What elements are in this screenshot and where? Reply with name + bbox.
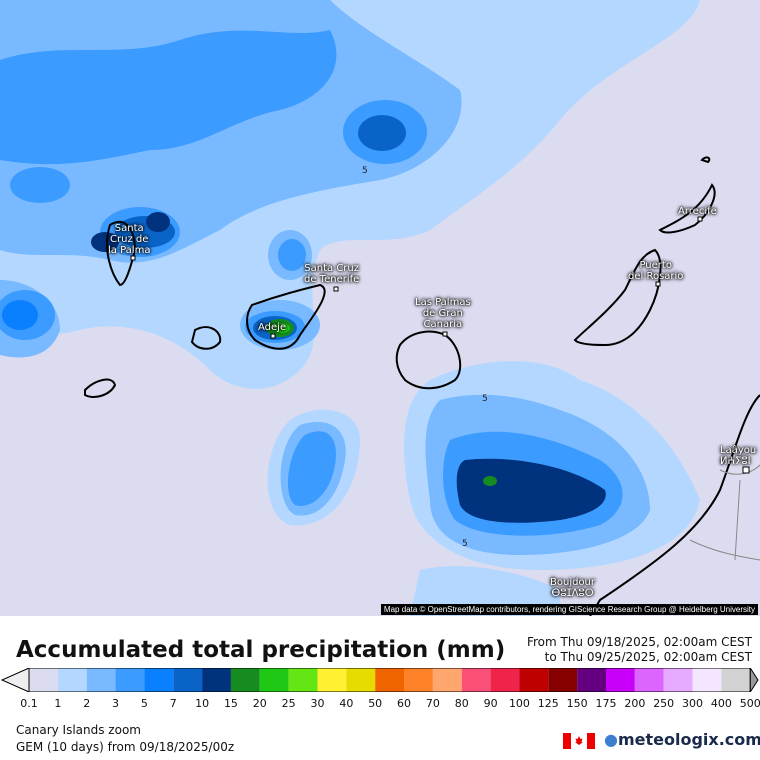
legend-tick-label: 50 [368, 697, 383, 710]
precip-area-10mm [146, 212, 170, 232]
precip-area-15mm [483, 476, 497, 486]
city-label-laayoune: Laâyou ⵍⵄⵢⵓⵏ [720, 445, 757, 467]
precip-area-1mm [410, 566, 560, 616]
legend-swatch [115, 668, 145, 692]
legend-swatch [317, 668, 347, 692]
legend-tick-label: 100 [508, 697, 530, 710]
color-legend [0, 668, 759, 692]
precip-area-3mm [0, 30, 337, 165]
legend-tick-label: 500 [739, 697, 760, 710]
tenerife-coast [246, 283, 326, 350]
contour-label: 5 [362, 166, 368, 176]
legend-tick-label: 400 [710, 697, 732, 710]
legend-swatch [57, 668, 87, 692]
precip-area-20mm [274, 323, 290, 333]
legend-swatch [461, 668, 491, 692]
legend-tick-label: 5 [140, 697, 148, 710]
legend-swatch [606, 668, 635, 692]
precip-area-3mm [287, 431, 336, 506]
chart-title: Accumulated total precipitation (mm) [16, 637, 506, 663]
gran-canaria-coast [395, 330, 462, 390]
africa-coast [589, 394, 760, 616]
city-label-adeje: Adeje [258, 322, 287, 333]
legend-swatch [548, 668, 578, 692]
city-label-boujdour: Boujdour ⴱⵓⵊⴷⵓⵔ [550, 577, 596, 599]
legend-tick-label: 0.1 [20, 697, 38, 710]
legend-swatch [346, 668, 376, 692]
legend-swatch [288, 668, 318, 692]
legend-swatch [490, 668, 520, 692]
legend-swatch [202, 668, 231, 692]
legend-tick-label: 60 [397, 697, 412, 710]
legend-tick-label: 80 [454, 697, 469, 710]
meteologix-logo[interactable]: ●meteologix.com [604, 730, 760, 749]
legend-swatch [577, 668, 606, 692]
legend-swatch [230, 668, 260, 692]
city-label-arrecife: Arrecife [678, 206, 717, 217]
legend-tick-label: 15 [223, 697, 238, 710]
canada-flag-icon [563, 733, 595, 749]
period-to: to Thu 09/25/2025, 02:00am CEST [544, 650, 752, 664]
model-label: GEM (10 days) from 09/18/2025/00z [16, 740, 235, 754]
city-markers [130, 216, 750, 474]
legend-tick-label: 90 [483, 697, 498, 710]
precip-area-10mm [91, 232, 119, 252]
legend-over-arrow [749, 668, 759, 692]
city-label-santa-cruz-de-tenerife: Santa Cruz de Tenerife [304, 263, 360, 285]
legend-swatch [404, 668, 433, 692]
precip-area-10mm [456, 458, 606, 523]
legend-swatch [375, 668, 405, 692]
legend-under-arrow [0, 668, 30, 692]
legend-tick-label: 2 [83, 697, 91, 710]
lanzarote-coast [658, 183, 716, 234]
legend-tick-label: 250 [653, 697, 675, 710]
legend-tick-label: 20 [252, 697, 267, 710]
legend-swatch [721, 668, 751, 692]
legend-tick-label: 175 [595, 697, 617, 710]
legend-swatch [86, 668, 116, 692]
legend-swatch [259, 668, 289, 692]
legend-swatch [144, 668, 174, 692]
city-label-las-palmas: Las Palmas de Gran Canaria [415, 297, 471, 330]
precip-area-3mm [278, 239, 306, 271]
legend-swatch [634, 668, 664, 692]
legend-swatch [663, 668, 693, 692]
legend-swatch [173, 668, 203, 692]
legend-tick-label: 7 [169, 697, 177, 710]
legend-tick-label: 1 [54, 697, 62, 710]
precip-area-3mm [10, 167, 70, 203]
legend-swatch [29, 668, 58, 692]
city-label-puerto-del-rosario: Puerto del Rosario [628, 260, 684, 282]
graciosa-coast [700, 156, 711, 164]
legend-tick-label: 40 [339, 697, 354, 710]
legend-tick-label: 200 [624, 697, 646, 710]
la-gomera-coast [190, 326, 222, 350]
legend-tick-label: 70 [425, 697, 440, 710]
legend-swatch [519, 668, 549, 692]
legend-swatch [432, 668, 462, 692]
contour-label: 5 [462, 539, 468, 549]
precipitation-map[interactable]: 5 5 5 [0, 0, 760, 616]
legend-swatch [692, 668, 722, 692]
droplet-icon: ● [604, 730, 618, 749]
region-label: Canary Islands zoom [16, 723, 141, 737]
la-palma-coast [106, 220, 137, 287]
period-from: From Thu 09/18/2025, 02:00am CEST [526, 635, 752, 649]
legend-tick-label: 30 [310, 697, 325, 710]
legend-tick-label: 3 [112, 697, 120, 710]
precip-area-7mm [358, 115, 406, 151]
city-label-santa-cruz-de-la-palma: Santa Cruz de la Palma [108, 223, 151, 256]
map-attribution: Map data © OpenStreetMap contributors, r… [380, 604, 758, 615]
legend-tick-label: 25 [281, 697, 296, 710]
fuerteventura-coast [573, 248, 662, 347]
legend-tick-label: 300 [682, 697, 704, 710]
el-hierro-coast [84, 378, 117, 398]
contour-label: 5 [482, 394, 488, 404]
legend-tick-label: 150 [566, 697, 588, 710]
precip-area-7mm [2, 300, 38, 330]
coastlines [84, 156, 760, 616]
legend-tick-label: 125 [537, 697, 559, 710]
legend-tick-label: 10 [195, 697, 210, 710]
